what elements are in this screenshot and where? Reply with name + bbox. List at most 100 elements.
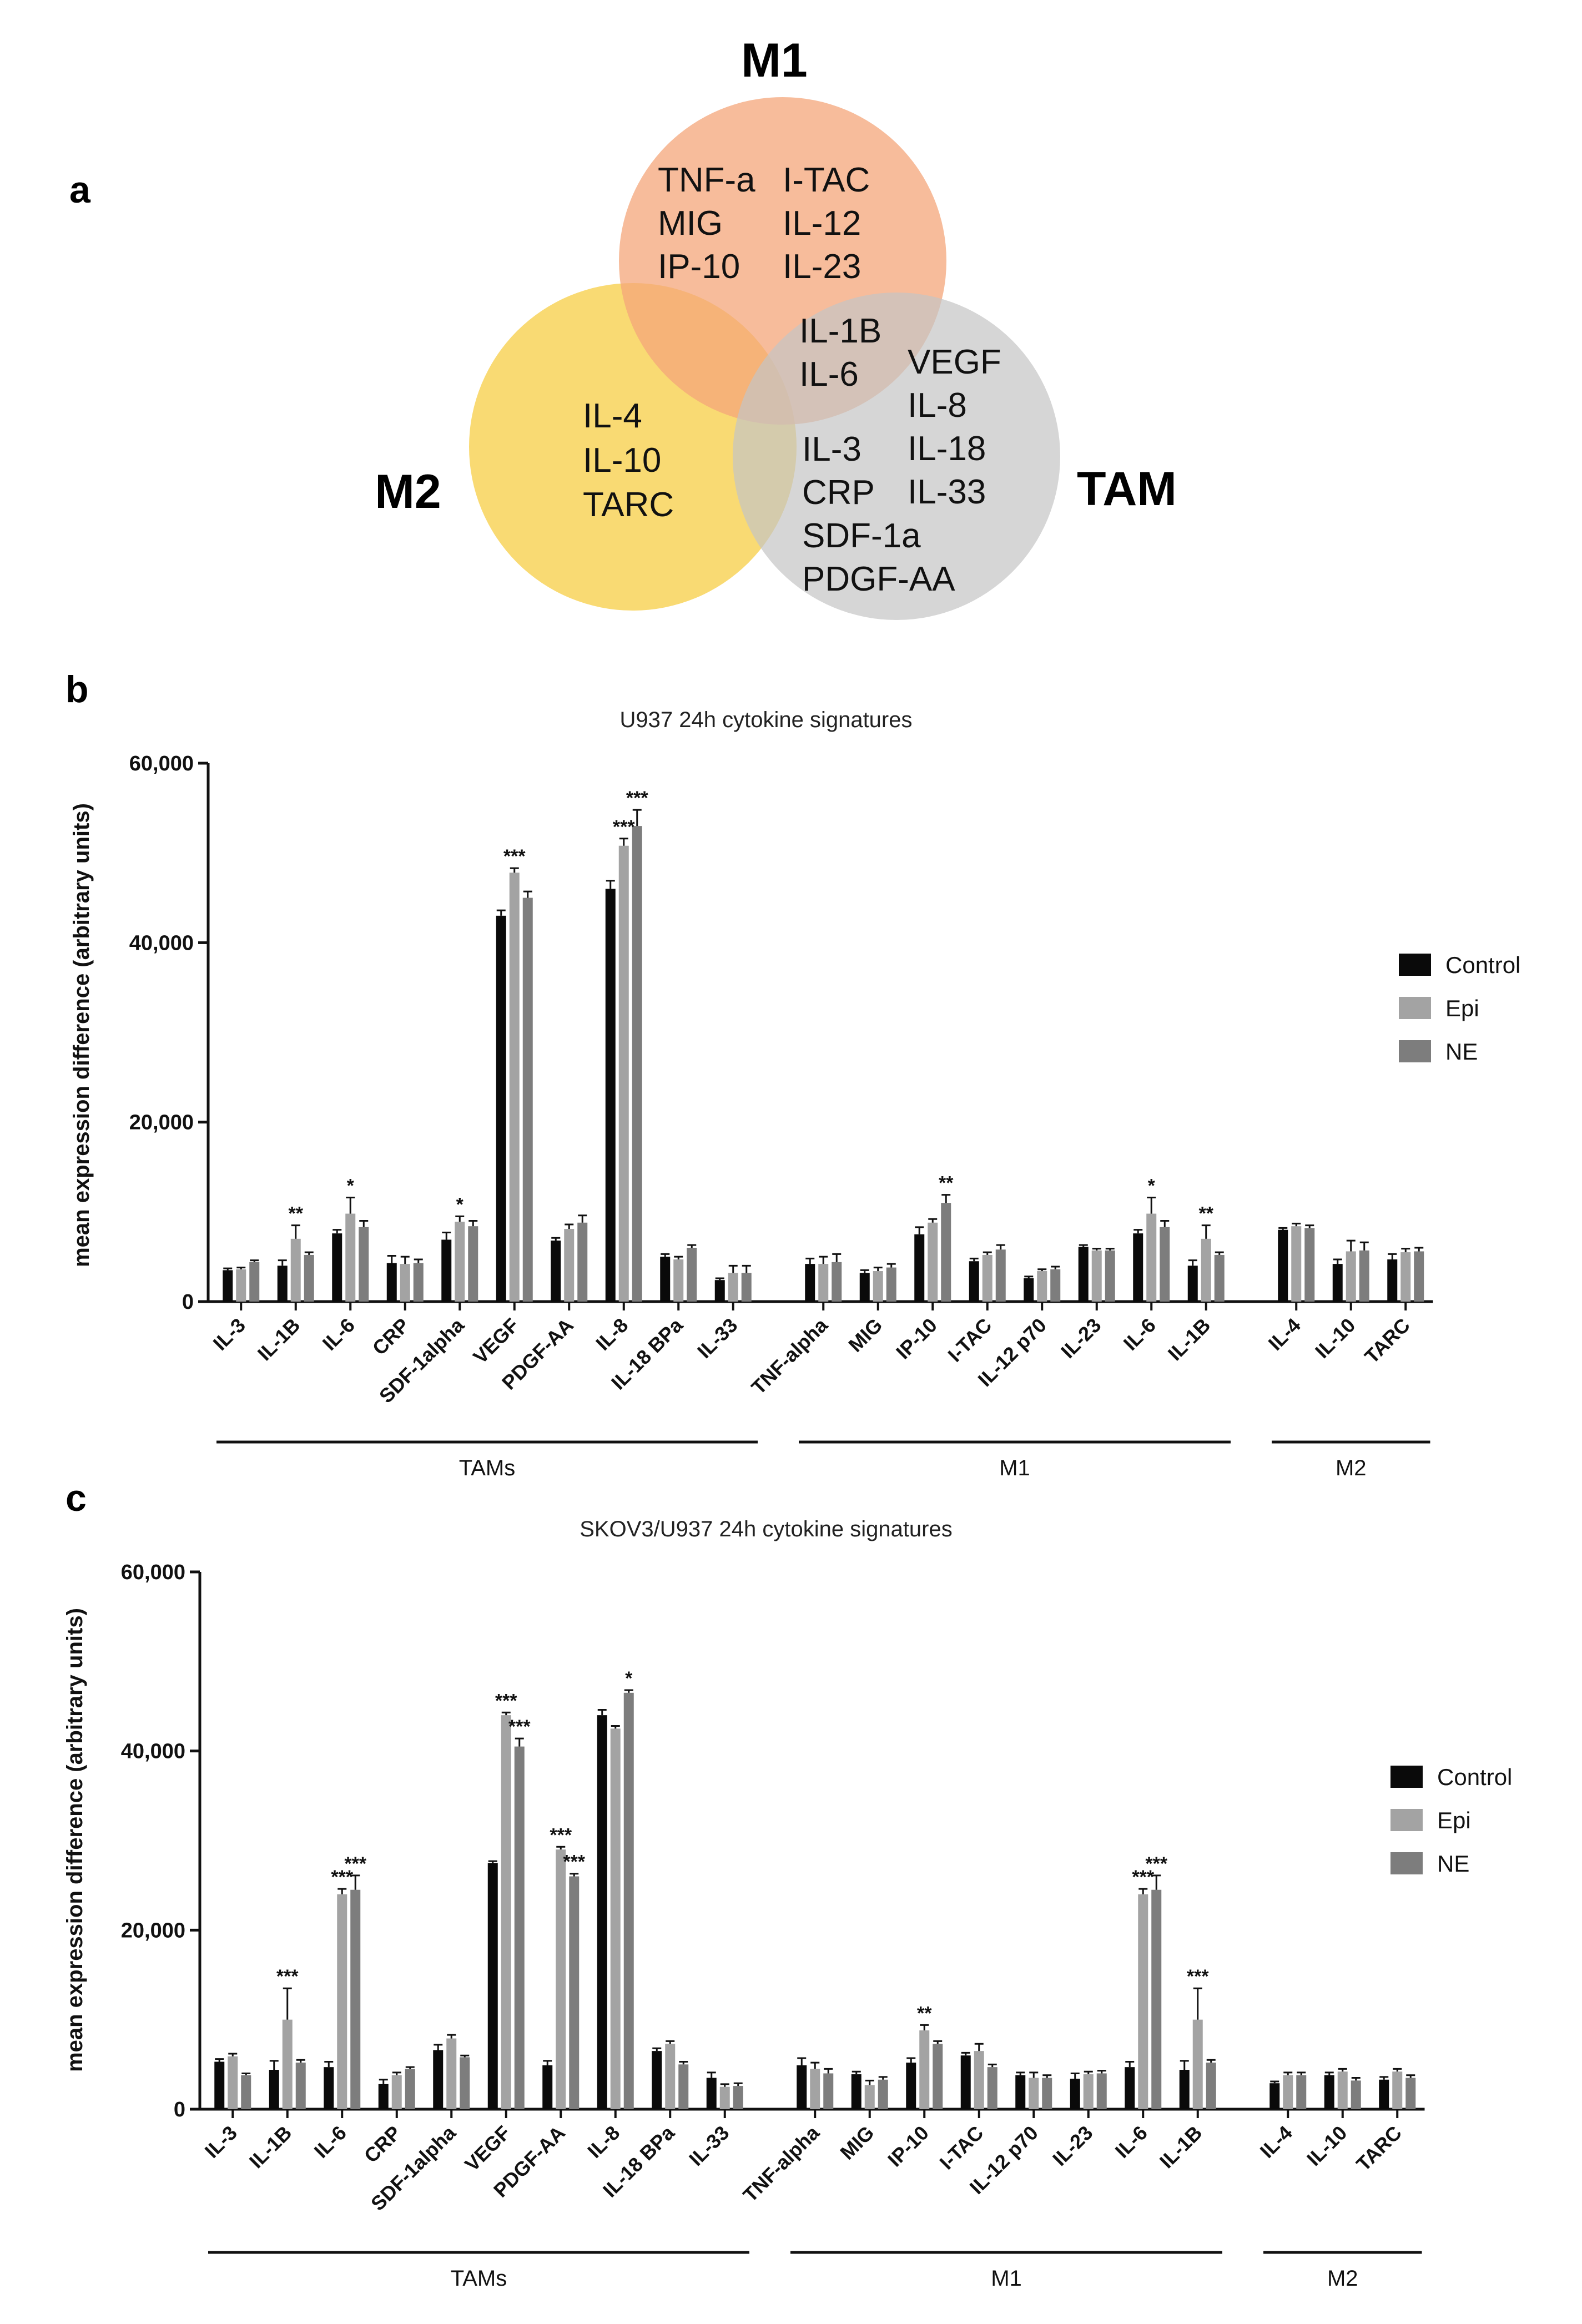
bar-epi-b xyxy=(1291,1226,1302,1302)
x-tick-label-c: IL-1B xyxy=(245,2121,296,2173)
bar-epi-b xyxy=(1146,1213,1157,1302)
x-tick-label-c: IL-23 xyxy=(1048,2121,1097,2170)
bar-control-b xyxy=(714,1280,725,1302)
significance-marker-b: *** xyxy=(613,816,635,838)
bar-control-c xyxy=(1324,2075,1334,2109)
legend-label-epi-c: Epi xyxy=(1437,1807,1471,1833)
bar-ne-c xyxy=(623,1692,634,2109)
bar-control-b xyxy=(1078,1247,1089,1302)
significance-marker-c: *** xyxy=(1145,1853,1167,1874)
venn-title-m1: M1 xyxy=(741,34,807,87)
bar-epi-c xyxy=(1337,2071,1348,2109)
bar-ne-c xyxy=(1096,2073,1107,2109)
bar-control-c xyxy=(797,2065,807,2109)
bar-ne-b xyxy=(1359,1250,1369,1302)
bar-control-c xyxy=(378,2084,389,2109)
x-tick-label-b: TNF-alpha xyxy=(747,1313,832,1399)
bar-epi-c xyxy=(1392,2071,1403,2109)
venn-label-m1-tam-item-1: IL-1B xyxy=(799,312,881,350)
bar-ne-b xyxy=(941,1203,951,1302)
significance-marker-b: *** xyxy=(626,788,648,809)
bar-epi-b xyxy=(1091,1250,1102,1302)
x-tick-label-b: IP-10 xyxy=(891,1314,941,1364)
bar-control-b xyxy=(1387,1259,1398,1302)
y-axis-label-c: mean expression difference (arbitrary un… xyxy=(63,1608,87,2072)
bar-ne-c xyxy=(241,2075,251,2109)
bar-epi-b xyxy=(1346,1251,1356,1302)
significance-marker-c: * xyxy=(625,1668,633,1689)
legend-swatch-ne-b xyxy=(1399,1040,1431,1062)
bar-epi-b xyxy=(1201,1238,1211,1302)
bar-ne-b xyxy=(1214,1254,1225,1302)
x-tick-label-c: I-TAC xyxy=(935,2121,988,2174)
x-tick-label-c: IL-3 xyxy=(200,2121,241,2162)
bar-ne-b xyxy=(832,1262,842,1302)
bar-epi-c xyxy=(1192,2019,1203,2109)
venn-label-m1-item-3: IP-10 xyxy=(658,248,740,286)
x-tick-label-b: IL-1B xyxy=(253,1314,305,1365)
bar-ne-b xyxy=(522,898,533,1302)
y-axis-label-b: mean expression difference (arbitrary un… xyxy=(69,803,94,1267)
bar-epi-b xyxy=(873,1271,883,1302)
x-tick-label-b: IL-10 xyxy=(1311,1314,1359,1363)
venn-label-tam-item-5: VEGF xyxy=(908,343,1001,381)
bar-epi-b xyxy=(564,1229,575,1302)
legend-label-control-c: Control xyxy=(1437,1764,1512,1790)
x-tick-label-b: IL-23 xyxy=(1056,1314,1105,1363)
bar-epi-b xyxy=(400,1264,410,1302)
bar-ne-c xyxy=(460,2057,470,2109)
bar-ne-c xyxy=(1042,2078,1052,2109)
significance-marker-b: ** xyxy=(289,1203,304,1224)
y-tick-label-c: 0 xyxy=(174,2098,185,2121)
venn-label-m1-item-6: IL-23 xyxy=(783,248,861,286)
bar-control-b xyxy=(551,1241,561,1302)
significance-marker-b: * xyxy=(347,1175,355,1196)
group-label-m1-b: M1 xyxy=(999,1456,1030,1480)
bar-control-c xyxy=(324,2067,334,2109)
bar-control-b xyxy=(1187,1266,1198,1302)
bar-epi-c xyxy=(391,2075,402,2109)
bar-control-b xyxy=(859,1273,870,1302)
bar-control-b xyxy=(605,889,616,1302)
bar-control-b xyxy=(805,1264,815,1302)
bar-control-b xyxy=(332,1233,342,1302)
significance-marker-c: *** xyxy=(550,1824,572,1846)
venn-label-m1-tam-item-2: IL-6 xyxy=(799,355,859,394)
x-tick-label-c: IL-4 xyxy=(1256,2121,1297,2162)
bar-epi-b xyxy=(1400,1252,1411,1302)
bar-control-c xyxy=(1125,2067,1135,2109)
bar-ne-b xyxy=(249,1262,260,1302)
bar-control-c xyxy=(1070,2079,1080,2109)
bar-ne-c xyxy=(405,2069,415,2109)
x-tick-label-c: CRP xyxy=(360,2121,406,2167)
legend-swatch-epi-b xyxy=(1399,997,1431,1019)
chart-title-b: U937 24h cytokine signatures xyxy=(620,708,913,732)
bar-control-c xyxy=(1015,2075,1026,2109)
bar-control-b xyxy=(386,1263,397,1302)
bar-epi-c xyxy=(810,2069,820,2109)
venn-title-tam: TAM xyxy=(1077,462,1177,516)
group-label-tams-c: TAMs xyxy=(451,2266,507,2291)
x-tick-label-c: TARC xyxy=(1352,2121,1406,2176)
significance-marker-c: *** xyxy=(563,1852,585,1873)
x-tick-label-c: IP-10 xyxy=(883,2121,933,2171)
bar-epi-b xyxy=(290,1238,301,1302)
bar-control-b xyxy=(660,1257,671,1302)
bar-epi-b xyxy=(818,1264,829,1302)
x-tick-label-b: I-TAC xyxy=(943,1314,996,1367)
bar-ne-c xyxy=(1405,2078,1416,2109)
bar-chart-u937: b U937 24h cytokine signatures mean expr… xyxy=(66,668,1520,1480)
bar-epi-c xyxy=(1029,2078,1039,2109)
x-tick-label-c: IL-33 xyxy=(684,2121,733,2170)
group-label-m1-c: M1 xyxy=(991,2266,1022,2291)
bar-control-b xyxy=(914,1234,925,1302)
bar-control-b xyxy=(1332,1264,1343,1302)
bar-control-b xyxy=(277,1266,288,1302)
bar-control-b xyxy=(223,1270,233,1302)
bar-ne-b xyxy=(741,1273,752,1302)
bar-control-c xyxy=(269,2070,279,2109)
bar-ne-b xyxy=(1050,1269,1061,1302)
significance-marker-c: ** xyxy=(917,2003,932,2024)
y-tick-label-c: 40,000 xyxy=(121,1740,185,1763)
